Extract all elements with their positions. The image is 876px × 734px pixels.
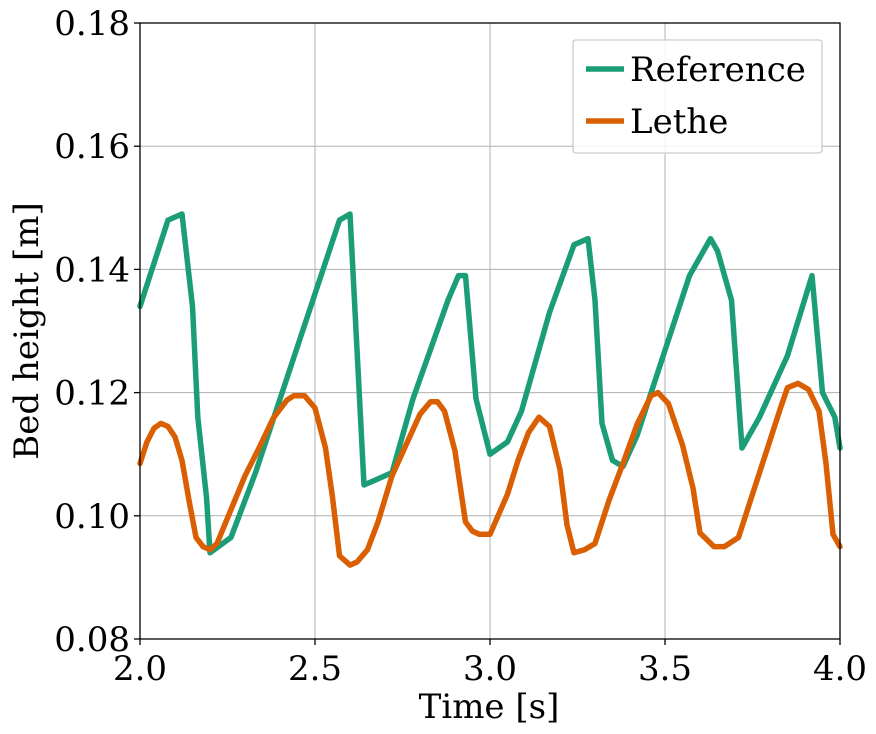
- x-tick-label: 2.5: [288, 649, 342, 689]
- legend: Reference Lethe: [572, 39, 823, 154]
- series-line-lethe: [137, 380, 843, 568]
- legend-label-reference: Reference: [630, 50, 806, 90]
- x-axis-label: Time [s]: [419, 687, 560, 727]
- series-layer: [137, 211, 843, 568]
- y-tick-label: 0.10: [54, 497, 130, 537]
- x-tick-label: 3.5: [638, 649, 692, 689]
- series-line-reference: [137, 211, 843, 556]
- x-tick-label: 4.0: [813, 649, 867, 689]
- y-tick-label: 0.16: [54, 127, 130, 167]
- y-tick-label: 0.12: [54, 374, 130, 414]
- y-tick-label: 0.08: [54, 620, 130, 660]
- ticks: 2.0 2.5 3.0 3.5 4.0 0.08 0.10 0.12 0.14 0.16 0.18: [54, 4, 867, 689]
- y-axis-label: Bed height [m]: [7, 202, 47, 459]
- x-tick-label: 2.0: [113, 649, 167, 689]
- y-tick-label: 0.18: [54, 4, 130, 44]
- legend-box: [572, 39, 823, 154]
- x-tick-label: 3.0: [463, 649, 517, 689]
- y-tick-label: 0.14: [54, 250, 130, 290]
- legend-label-lethe: Lethe: [630, 102, 728, 142]
